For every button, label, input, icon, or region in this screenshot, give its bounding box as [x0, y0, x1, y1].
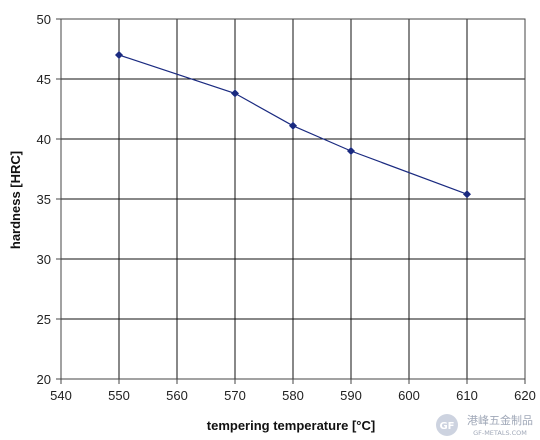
y-tick-label: 25	[37, 312, 51, 327]
watermark-badge-text: GF	[439, 421, 454, 432]
x-tick-label: 580	[282, 388, 304, 403]
y-tick-label: 35	[37, 192, 51, 207]
watermark-logo: GF 港峰五金制品 GF-METALS.COM	[436, 413, 533, 437]
x-tick-label: 560	[166, 388, 188, 403]
x-tick-label: 600	[398, 388, 420, 403]
y-axis-title: hardness [HRC]	[8, 151, 23, 249]
data-point-marker	[115, 51, 123, 59]
data-point-marker	[347, 147, 355, 155]
series-group	[115, 51, 471, 199]
y-tick-labels: 20 25 30 35 40 45 50	[37, 12, 61, 387]
y-tick-label: 30	[37, 252, 51, 267]
x-tick-label: 620	[514, 388, 536, 403]
x-tick-label: 540	[50, 388, 72, 403]
x-tick-label: 590	[340, 388, 362, 403]
y-tick-label: 40	[37, 132, 51, 147]
y-tick-label: 45	[37, 72, 51, 87]
x-tick-label: 610	[456, 388, 478, 403]
x-tick-label: 570	[224, 388, 246, 403]
watermark-badge	[436, 414, 458, 436]
data-point-marker	[231, 89, 239, 98]
y-tick-label: 50	[37, 12, 51, 27]
data-point-marker	[289, 121, 297, 130]
x-axis-title: tempering temperature [°C]	[207, 418, 375, 433]
x-tick-label: 550	[108, 388, 130, 403]
data-point-marker	[463, 190, 471, 199]
x-tick-labels: 540 550 560 570 580 590 600 610 620	[50, 379, 536, 403]
watermark-text-en: GF-METALS.COM	[473, 429, 527, 437]
y-tick-label: 20	[37, 372, 51, 387]
watermark-text-cn: 港峰五金制品	[467, 413, 533, 427]
